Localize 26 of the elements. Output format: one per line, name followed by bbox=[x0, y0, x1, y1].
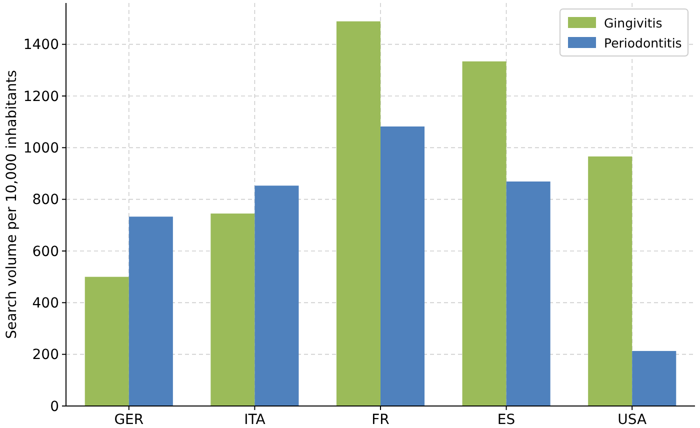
bar bbox=[336, 21, 380, 406]
bar bbox=[210, 214, 255, 406]
bar bbox=[128, 216, 173, 406]
x-tick-label: ES bbox=[497, 412, 516, 428]
y-tick-label: 1400 bbox=[23, 37, 59, 54]
bar bbox=[84, 276, 129, 406]
bar bbox=[462, 61, 506, 406]
x-tick-label: FR bbox=[372, 412, 390, 428]
x-tick-label: GER bbox=[114, 412, 144, 428]
bar bbox=[506, 182, 550, 406]
legend-label: Periodontitis bbox=[604, 35, 682, 50]
y-tick-label: 1200 bbox=[23, 88, 59, 105]
y-tick-label: 0 bbox=[50, 398, 59, 415]
y-tick-label: 1000 bbox=[23, 140, 59, 157]
bar bbox=[254, 186, 299, 406]
y-tick-label: 200 bbox=[32, 347, 59, 364]
x-tick-label: ITA bbox=[244, 412, 266, 428]
y-tick-label: 800 bbox=[32, 192, 59, 208]
bar bbox=[632, 350, 676, 406]
bar bbox=[380, 126, 425, 406]
x-tick-label: USA bbox=[618, 412, 647, 428]
y-tick-label: 600 bbox=[32, 244, 59, 260]
legend-label: Gingivitis bbox=[604, 15, 662, 30]
y-axis-title: Search volume per 10,000 inhabitants bbox=[4, 70, 20, 339]
y-tick-label: 400 bbox=[32, 296, 59, 312]
bar bbox=[588, 156, 632, 406]
